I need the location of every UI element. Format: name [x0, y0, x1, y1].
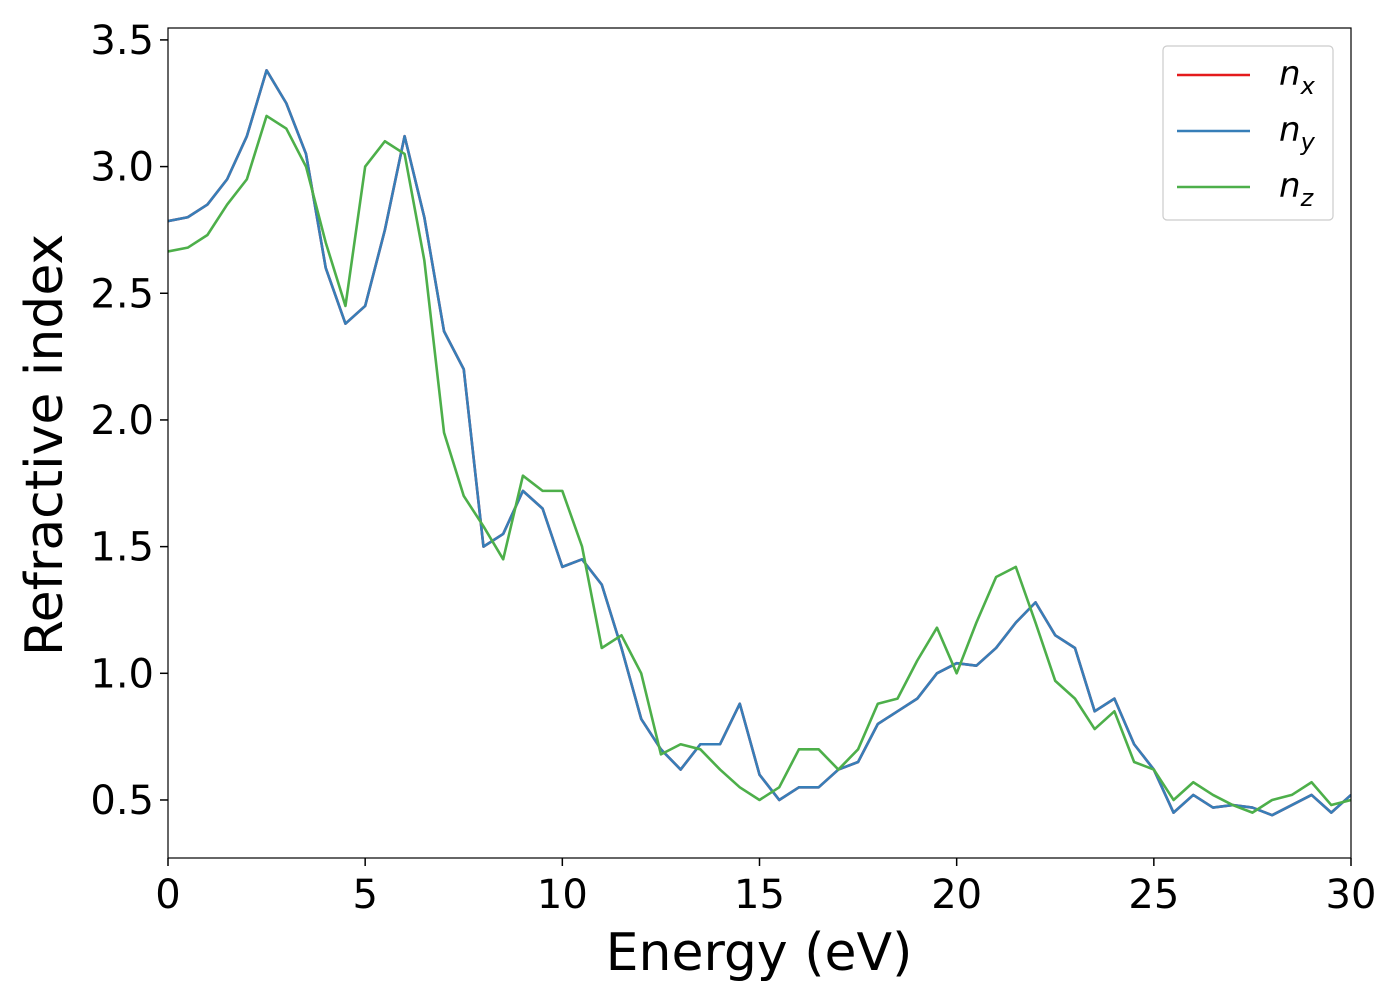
- y-tick-label: 3.5: [90, 18, 154, 64]
- plot-frame: [167, 27, 1352, 859]
- legend-label: nx: [1279, 54, 1316, 100]
- y-tick-label: 3.0: [90, 145, 154, 191]
- y-tick-label: 2.5: [90, 271, 154, 317]
- y-tick-label: 1.0: [90, 651, 154, 697]
- x-tick-label: 0: [155, 872, 180, 918]
- x-tick-label: 15: [734, 872, 785, 918]
- x-tick-label: 5: [352, 872, 377, 918]
- y-tick-label: 1.5: [90, 525, 154, 571]
- x-axis-label: Energy (eV): [606, 923, 913, 983]
- x-tick-label: 20: [931, 872, 982, 918]
- y-axis-label: Refractive index: [15, 234, 75, 656]
- x-tick-label: 25: [1128, 872, 1179, 918]
- legend-label: ny: [1279, 110, 1316, 156]
- y-tick-label: 2.0: [90, 398, 154, 444]
- x-tick-label: 10: [537, 872, 588, 918]
- x-tick-label: 30: [1326, 872, 1377, 918]
- series-line: [168, 114, 1351, 814]
- y-tick-label: 0.5: [90, 778, 154, 824]
- legend-box: [1162, 45, 1334, 221]
- legend-label: nz: [1279, 166, 1315, 212]
